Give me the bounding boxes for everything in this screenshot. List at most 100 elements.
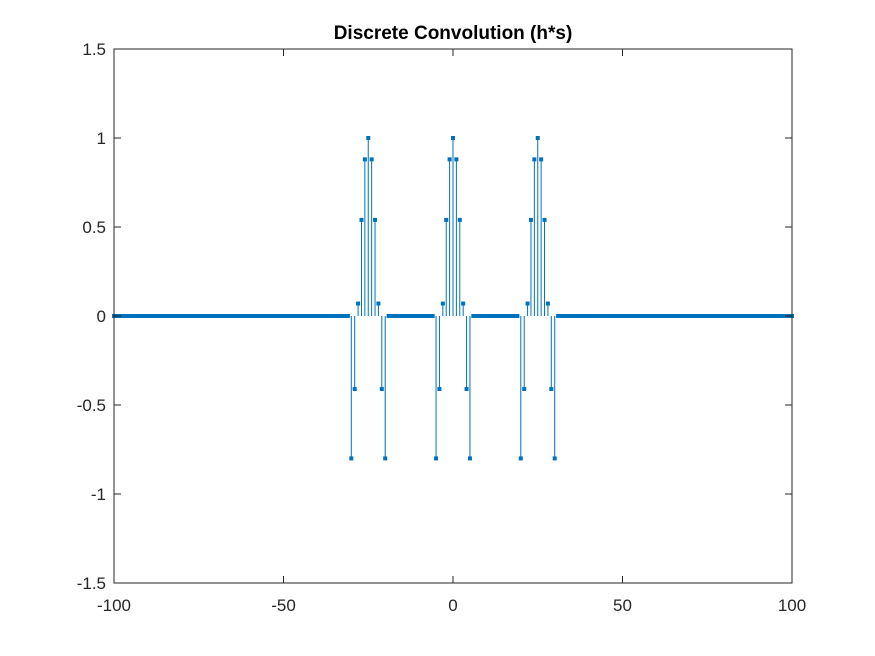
stem-marker xyxy=(281,314,286,318)
stem-marker xyxy=(779,314,784,318)
stem-marker xyxy=(400,314,405,318)
stem-marker xyxy=(688,314,693,318)
stem-marker xyxy=(227,314,232,318)
stem-marker xyxy=(271,314,276,318)
stem-marker xyxy=(474,314,479,318)
stem-marker xyxy=(189,314,194,318)
stem-marker xyxy=(698,314,703,318)
y-tick-label: 1 xyxy=(97,129,106,148)
stem-marker xyxy=(613,314,618,318)
stem-series xyxy=(112,136,794,461)
y-tick-label: 1.5 xyxy=(82,40,106,59)
stem-marker xyxy=(278,314,283,318)
stem-marker xyxy=(562,314,567,318)
stem-marker xyxy=(345,314,350,318)
stem-marker xyxy=(644,314,649,318)
stem-marker xyxy=(545,301,550,306)
stem-marker xyxy=(681,314,686,318)
stem-marker xyxy=(250,314,255,318)
stem-marker xyxy=(739,314,744,318)
stem-marker xyxy=(678,314,683,318)
stem-marker xyxy=(213,314,218,318)
stem-marker xyxy=(684,314,689,318)
stem-marker xyxy=(440,301,445,306)
stem-marker xyxy=(179,314,184,318)
x-tick-label: 50 xyxy=(613,596,632,615)
stem-marker xyxy=(152,314,157,318)
stem-marker xyxy=(328,314,333,318)
stem-marker xyxy=(125,314,130,318)
stem-marker xyxy=(193,314,198,318)
stem-marker xyxy=(291,314,296,318)
stem-marker xyxy=(695,314,700,318)
stem-marker xyxy=(406,314,411,318)
stem-marker xyxy=(298,314,303,318)
stem-marker xyxy=(183,314,188,318)
stem-marker xyxy=(325,314,330,318)
stem-marker xyxy=(745,314,750,318)
stem-marker xyxy=(417,314,422,318)
stem-marker xyxy=(505,314,510,318)
stem-marker xyxy=(451,136,455,140)
stem-marker xyxy=(413,314,418,318)
stem-marker xyxy=(549,386,554,391)
stem-marker xyxy=(654,314,659,318)
stem-marker xyxy=(718,314,723,318)
stem-marker xyxy=(467,456,472,461)
stem-marker xyxy=(620,314,625,318)
stem-marker xyxy=(332,314,337,318)
stem-marker xyxy=(671,314,676,318)
stem-marker xyxy=(315,314,320,318)
stem-marker xyxy=(603,314,608,318)
stem-marker xyxy=(464,386,469,391)
stem-marker xyxy=(237,314,242,318)
stem-marker xyxy=(369,157,374,162)
stem-marker xyxy=(376,301,381,306)
stem-marker xyxy=(556,314,561,318)
stem-marker xyxy=(481,314,486,318)
stem-marker xyxy=(349,456,354,461)
stem-marker xyxy=(169,314,174,318)
stem-marker xyxy=(301,314,306,318)
stem-marker xyxy=(630,314,635,318)
stem-marker xyxy=(274,314,279,318)
stem-marker xyxy=(759,314,764,318)
stem-marker xyxy=(359,217,364,222)
stem-marker xyxy=(593,314,598,318)
stem-marker xyxy=(423,314,428,318)
stem-marker xyxy=(596,314,601,318)
stem-marker xyxy=(498,314,503,318)
stem-marker xyxy=(356,301,361,306)
stem-marker xyxy=(600,314,605,318)
stem-marker xyxy=(773,314,778,318)
stem-marker xyxy=(234,314,239,318)
stem-marker xyxy=(128,314,133,318)
stem-marker xyxy=(318,314,323,318)
stem-marker xyxy=(651,314,656,318)
stem-marker xyxy=(247,314,252,318)
stem-marker xyxy=(217,314,222,318)
stem-marker xyxy=(539,157,544,162)
stem-marker xyxy=(166,314,171,318)
stem-marker xyxy=(769,314,774,318)
stem-marker xyxy=(664,314,669,318)
stem-marker xyxy=(691,314,696,318)
stem-marker xyxy=(132,314,137,318)
stem-marker xyxy=(410,314,415,318)
stem-marker xyxy=(647,314,652,318)
stem-marker xyxy=(623,314,628,318)
axis-ticks: -100 -50 0 50 100 -1.5 -1 -0.5 0 0.5 1 1.5 xyxy=(77,40,806,615)
stem-marker xyxy=(393,314,398,318)
x-tick-label: -100 xyxy=(97,596,131,615)
stem-marker xyxy=(437,386,442,391)
stem-marker xyxy=(362,157,367,162)
stem-marker xyxy=(267,314,272,318)
stem-marker xyxy=(176,314,181,318)
stem-marker xyxy=(471,314,476,318)
stem-marker xyxy=(491,314,496,318)
stem-marker xyxy=(220,314,225,318)
stem-marker xyxy=(532,157,537,162)
y-tick-label: -1.5 xyxy=(77,574,106,593)
stem-marker xyxy=(200,314,205,318)
